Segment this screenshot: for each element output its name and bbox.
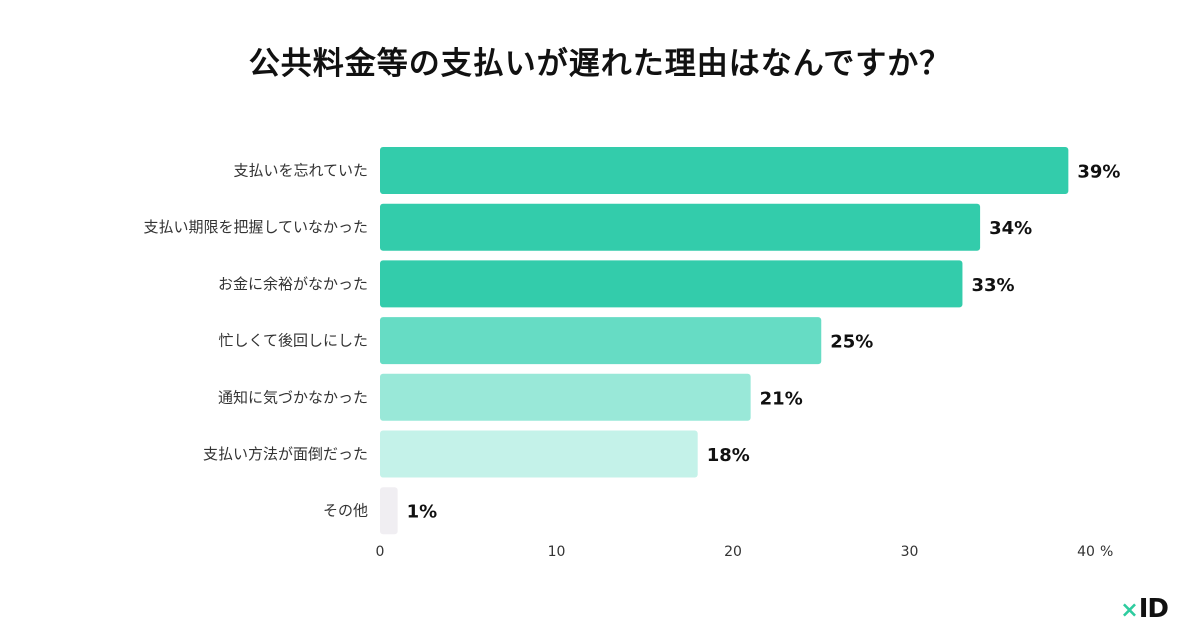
x-tick-label: 40 bbox=[1077, 544, 1095, 560]
value-labels-layer: 39% 34% 33% 25% 21% 18% 1% bbox=[407, 162, 1121, 523]
category-label: 忙しくて後回しにした bbox=[218, 332, 368, 350]
category-label: 支払いを忘れていた bbox=[233, 162, 368, 180]
category-label: 支払い期限を把握していなかった bbox=[143, 218, 368, 236]
value-label: 34% bbox=[989, 218, 1032, 239]
x-axis: 0 10 20 30 40% bbox=[376, 544, 1114, 560]
value-label: 21% bbox=[760, 388, 803, 409]
bar-4 bbox=[380, 373, 751, 421]
bar-3 bbox=[380, 317, 822, 365]
category-label: その他 bbox=[323, 502, 368, 520]
category-label: 支払い方法が面倒だった bbox=[203, 445, 368, 463]
bar-1 bbox=[380, 203, 981, 251]
value-label: 39% bbox=[1077, 162, 1120, 183]
category-label: お金に余裕がなかった bbox=[218, 275, 368, 293]
value-label: 1% bbox=[407, 502, 438, 523]
x-tick-label: 20 bbox=[724, 544, 742, 560]
bar-5 bbox=[380, 430, 698, 478]
value-label: 33% bbox=[971, 275, 1014, 296]
x-axis-unit: % bbox=[1100, 544, 1113, 560]
x-tick-label: 0 bbox=[376, 544, 385, 560]
bar-2 bbox=[380, 260, 963, 308]
bar-0 bbox=[380, 147, 1069, 194]
category-label: 通知に気づかなかった bbox=[218, 388, 368, 406]
brand-mark-icon: × bbox=[1120, 598, 1138, 623]
x-tick-label: 30 bbox=[901, 544, 919, 560]
value-label: 18% bbox=[707, 445, 750, 466]
bars-layer bbox=[380, 147, 1069, 535]
bar-6 bbox=[380, 487, 398, 535]
brand-logo: ×ID bbox=[1120, 594, 1169, 624]
category-labels-layer: 支払いを忘れていた支払い期限を把握していなかったお金に余裕がなかった忙しくて後回… bbox=[143, 162, 368, 520]
chart-title: 公共料金等の支払いが遅れた理由はなんですか？ bbox=[248, 46, 952, 82]
x-tick-label: 10 bbox=[548, 544, 566, 560]
brand-name: ID bbox=[1138, 594, 1169, 624]
value-label: 25% bbox=[830, 332, 873, 353]
